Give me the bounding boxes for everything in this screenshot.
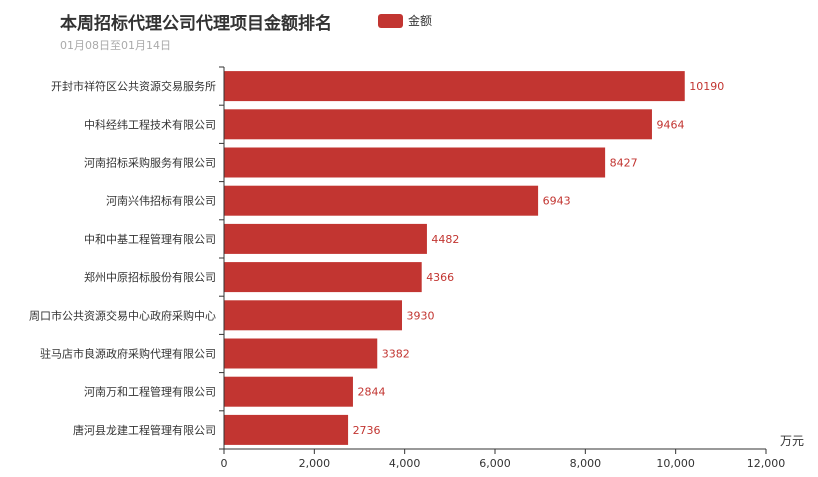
category-label: 河南招标采购服务有限公司	[84, 156, 216, 170]
category-label: 中科经纬工程技术有限公司	[84, 117, 216, 131]
x-tick-label: 12,000	[747, 457, 786, 470]
value-label: 4482	[431, 233, 459, 246]
category-label: 周口市公共资源交易中心政府采购中心	[29, 308, 216, 322]
x-tick-label: 2,000	[299, 457, 331, 470]
x-tick-label: 8,000	[570, 457, 602, 470]
value-label: 10190	[689, 80, 724, 93]
category-label: 河南万和工程管理有限公司	[84, 385, 216, 399]
bar	[224, 71, 685, 102]
legend-swatch	[378, 13, 403, 28]
category-label: 郑州中原招标股份有限公司	[84, 270, 216, 284]
value-label: 2844	[357, 386, 385, 399]
legend[interactable]: 金额	[378, 12, 432, 29]
value-label: 3382	[382, 348, 410, 361]
value-label: 4366	[426, 271, 454, 284]
x-tick-label: 0	[221, 457, 228, 470]
value-label: 2736	[353, 424, 381, 437]
category-label: 河南兴伟招标有限公司	[106, 194, 216, 208]
bar	[224, 109, 652, 140]
legend-label: 金额	[408, 14, 433, 28]
bar	[224, 376, 353, 407]
category-label: 唐河县龙建工程管理有限公司	[73, 423, 216, 437]
x-tick-label: 10,000	[656, 457, 695, 470]
x-axis-unit-label: 万元	[780, 434, 804, 448]
bar	[224, 338, 378, 369]
bar	[224, 300, 403, 331]
value-label: 9464	[656, 118, 684, 131]
bar	[224, 223, 427, 254]
value-label: 3930	[407, 309, 435, 322]
bar	[224, 414, 349, 445]
x-tick-label: 4,000	[389, 457, 421, 470]
bar	[224, 147, 606, 178]
chart-subtitle: 01月08日至01月14日	[60, 39, 171, 52]
value-label: 8427	[610, 157, 638, 170]
bar	[224, 262, 422, 293]
category-label: 中和中基工程管理有限公司	[84, 232, 216, 246]
category-label: 开封市祥符区公共资源交易服务所	[51, 79, 216, 93]
chart-title: 本周招标代理公司代理项目金额排名	[60, 14, 332, 34]
x-tick-label: 6,000	[479, 457, 511, 470]
bar	[224, 185, 539, 216]
value-label: 6943	[543, 195, 571, 208]
category-label: 驻马店市良源政府采购代理有限公司	[40, 347, 216, 361]
